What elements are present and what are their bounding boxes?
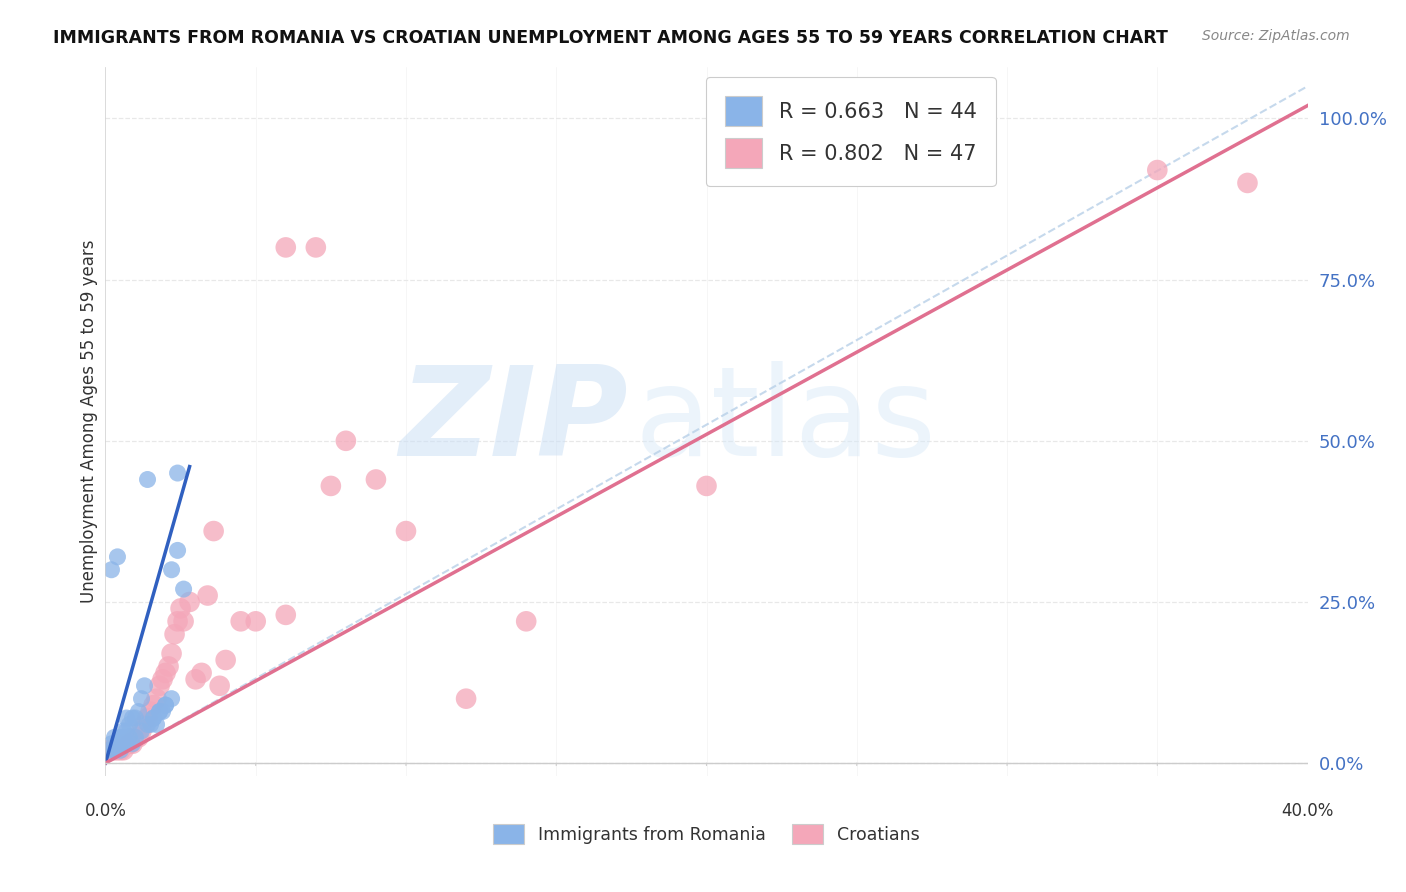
Point (107, 737, 129, 751)
Point (121, 737, 143, 751)
Point (118, 737, 141, 751)
Point (136, 717, 159, 731)
Point (305, 240, 328, 254)
Point (1146, 163, 1168, 178)
Point (110, 743, 132, 757)
Point (107, 549, 129, 564)
Point (148, 679, 170, 693)
Point (115, 723, 138, 738)
Point (173, 582, 195, 596)
Text: Source: ZipAtlas.com: Source: ZipAtlas.com (1202, 29, 1350, 43)
Y-axis label: Unemployment Among Ages 55 to 59 years: Unemployment Among Ages 55 to 59 years (80, 240, 98, 603)
Point (155, 665, 177, 680)
Point (229, 615, 252, 629)
Point (335, 434, 357, 448)
Point (100, 563, 122, 577)
Point (121, 737, 143, 751)
Point (395, 524, 418, 538)
Point (160, 647, 183, 661)
Point (103, 743, 125, 757)
Point (157, 659, 180, 673)
Point (145, 717, 167, 731)
Point (173, 615, 195, 629)
Point (128, 731, 150, 745)
Point (110, 737, 132, 751)
Point (155, 698, 177, 712)
Text: 0.0%: 0.0% (84, 802, 127, 820)
Text: IMMIGRANTS FROM ROMANIA VS CROATIAN UNEMPLOYMENT AMONG AGES 55 TO 59 YEARS CORRE: IMMIGRANTS FROM ROMANIA VS CROATIAN UNEM… (53, 29, 1168, 46)
Point (163, 627, 186, 641)
Point (139, 717, 162, 731)
Legend: Immigrants from Romania, Croatians: Immigrants from Romania, Croatians (484, 815, 929, 853)
Point (152, 705, 174, 719)
Point (208, 679, 231, 693)
Point (110, 743, 132, 757)
Point (131, 691, 153, 706)
Point (274, 240, 297, 254)
Point (160, 691, 183, 706)
Point (118, 731, 141, 745)
Point (100, 737, 122, 751)
Point (197, 589, 219, 603)
Point (134, 679, 156, 693)
Point (184, 673, 207, 687)
Point (456, 691, 478, 706)
Point (136, 473, 159, 487)
Point (202, 524, 225, 538)
Point (145, 691, 167, 706)
Point (121, 711, 143, 725)
Point (142, 698, 165, 712)
Point (131, 723, 153, 738)
Point (166, 543, 188, 558)
Point (115, 737, 138, 751)
Point (136, 711, 159, 725)
Point (245, 615, 267, 629)
Point (139, 705, 162, 719)
Point (696, 479, 718, 493)
Point (100, 743, 122, 757)
Point (131, 723, 153, 738)
Point (115, 711, 138, 725)
Point (166, 466, 188, 480)
Point (97, 743, 120, 757)
Point (179, 595, 201, 609)
Point (128, 705, 150, 719)
Point (118, 717, 141, 731)
Point (142, 711, 165, 725)
Point (103, 743, 125, 757)
Point (103, 743, 125, 757)
Point (190, 665, 212, 680)
Point (364, 473, 387, 487)
Point (112, 723, 135, 738)
Point (107, 737, 129, 751)
Point (319, 479, 342, 493)
Point (107, 743, 129, 757)
Point (97, 743, 120, 757)
Point (148, 705, 170, 719)
Point (152, 673, 174, 687)
Point (103, 731, 125, 745)
Point (115, 737, 138, 751)
Text: 40.0%: 40.0% (1281, 802, 1334, 820)
Point (160, 563, 183, 577)
Point (134, 717, 156, 731)
Point (166, 615, 188, 629)
Text: atlas: atlas (634, 361, 936, 482)
Point (112, 737, 135, 751)
Point (214, 653, 236, 667)
Point (169, 601, 191, 615)
Point (155, 698, 177, 712)
Point (142, 711, 165, 725)
Point (124, 731, 146, 745)
Text: ZIP: ZIP (399, 361, 628, 482)
Point (124, 711, 146, 725)
Point (112, 743, 135, 757)
Point (112, 731, 135, 745)
Point (124, 731, 146, 745)
Point (110, 731, 132, 745)
Point (274, 607, 297, 622)
Point (515, 615, 537, 629)
Point (148, 705, 170, 719)
Point (1236, 176, 1258, 190)
